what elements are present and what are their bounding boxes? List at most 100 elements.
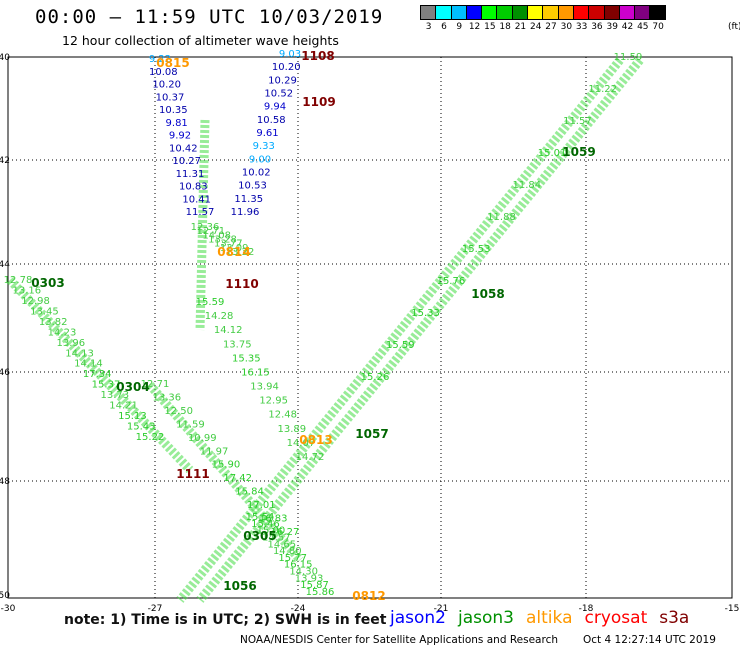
swh-value: 17.01 (247, 500, 276, 511)
swh-value: 14.13 (65, 348, 94, 359)
legend-altika: altika (526, 608, 573, 628)
swh-value: 13.36 (152, 392, 181, 403)
swh-value: 9.03 (279, 49, 301, 60)
swh-value: 14.23 (48, 327, 77, 338)
swh-value: 13.09 (220, 243, 249, 254)
swh-value: 13.89 (277, 424, 306, 435)
swh-value: 15.84 (235, 487, 264, 498)
axis-labels: -40 -42 -44 -46 -48 -50 -30 -27 -24 -21 -18 -15 (0, 53, 739, 614)
swh-value: 13.45 (30, 306, 59, 317)
swh-value: 10.29 (268, 75, 297, 86)
lat-label: -46 (0, 368, 10, 378)
pass-time-label: 1111 (176, 467, 209, 481)
pass-time-label: 1110 (225, 277, 258, 291)
swh-value: 15.90 (212, 460, 241, 471)
swh-value: 11.96 (231, 207, 260, 218)
pass-time-label: 1058 (471, 287, 504, 301)
swh-value: 9.81 (166, 118, 188, 129)
swh-value: 13.93 (295, 573, 324, 584)
swh-value: 14.72 (296, 452, 325, 463)
swh-value: 14.08 (202, 230, 231, 241)
colorbar-label: 33 (575, 22, 588, 32)
legend-cryosat: cryosat (584, 608, 648, 628)
pass-time-label: 0303 (31, 276, 64, 290)
map-subtitle: 12 hour collection of altimeter wave hei… (62, 33, 339, 48)
swh-value: 15.01 (538, 148, 567, 159)
legend-s3a: s3a (659, 608, 690, 628)
colorbar (420, 5, 666, 20)
swh-value: 15.13 (118, 411, 147, 422)
swh-value: 15.77 (278, 553, 307, 564)
colorbar-label: 21 (514, 22, 527, 32)
swh-value: 12.98 (21, 296, 50, 307)
swh-value: 14.14 (74, 359, 103, 370)
legend-jason2: jason2 (390, 608, 446, 628)
swh-value: 14.07 (287, 438, 316, 449)
swh-value: 9.00 (249, 154, 271, 165)
swh-value: 12.71 (197, 226, 226, 237)
swh-value: 10.41 (182, 194, 211, 205)
swh-value: 15.43 (127, 422, 156, 433)
lon-label: -18 (579, 604, 594, 614)
colorbar-label: 42 (621, 22, 634, 32)
swh-value: 13.28 (208, 235, 237, 246)
track-labels: 9.2210.0810.2010.3710.359.819.9210.4210.… (4, 49, 643, 603)
swh-value: 11.22 (588, 84, 617, 95)
swh-value: 10.27 (172, 156, 201, 167)
pass-time-label: 0304 (116, 380, 149, 394)
swath-band (146, 382, 304, 563)
swh-value: 9.22 (149, 54, 171, 65)
swh-value: 17.34 (83, 369, 112, 380)
swh-value: 15.46 (251, 519, 280, 530)
swh-value: 14.57 (262, 532, 291, 543)
lat-label: -42 (0, 156, 10, 166)
swh-value: 13.22 (226, 247, 255, 258)
colorbar-label: 6 (441, 22, 447, 32)
pass-time-label: 0815 (156, 56, 189, 70)
pass-time-label: 0814 (217, 245, 250, 259)
swh-value: 12.78 (4, 275, 33, 286)
swh-value: 12.50 (164, 406, 193, 417)
swh-value: 15.59 (386, 340, 415, 351)
colorbar-label: 3 (425, 22, 432, 32)
swh-value: 14.28 (205, 311, 234, 322)
colorbar-label: 27 (545, 22, 557, 32)
swh-value: 11.31 (176, 169, 205, 180)
swh-value: 12.95 (259, 396, 288, 407)
swh-value: 15.54 (246, 512, 275, 523)
swh-value: 11.57 (563, 116, 592, 127)
swh-value: 15.26 (361, 372, 390, 383)
swh-value: 14.30 (289, 567, 318, 578)
swh-value: 13.82 (39, 317, 68, 328)
swh-value: 15.33 (411, 308, 440, 319)
swh-value: 16.15 (241, 367, 270, 378)
swh-value: 15.76 (437, 276, 466, 287)
lon-label: -15 (725, 604, 740, 614)
swh-value: 10.20 (152, 80, 181, 91)
swh-value: 11.59 (176, 419, 205, 430)
swh-value: 11.35 (234, 194, 263, 205)
swh-value: 13.96 (56, 338, 85, 349)
colorbar-label: 24 (530, 22, 542, 32)
swh-value: 11.59 (614, 52, 643, 63)
swh-value: 11.97 (200, 446, 229, 457)
map-grid (7, 56, 733, 599)
swh-value: 15.59 (196, 297, 225, 308)
swh-value: 15.53 (462, 244, 491, 255)
track-swaths (6, 57, 644, 603)
swh-value: 17.42 (223, 473, 252, 484)
colorbar-label: 70 (652, 22, 664, 32)
swh-value: 9.33 (253, 141, 275, 152)
map-frame (7, 56, 733, 599)
colorbar-label: 30 (560, 22, 573, 32)
colorbar-label: 12 (468, 22, 481, 32)
swh-value: 14.12 (214, 325, 243, 336)
colorbar-label: 45 (637, 22, 649, 32)
lat-label: -40 (0, 53, 10, 63)
swh-value: 9.61 (256, 128, 278, 139)
swh-value: 11.88 (487, 212, 516, 223)
swh-value: 15.22 (136, 432, 165, 443)
colorbar-swatch (649, 5, 666, 20)
lat-label: -48 (0, 477, 10, 487)
swh-value: 10.53 (238, 181, 267, 192)
